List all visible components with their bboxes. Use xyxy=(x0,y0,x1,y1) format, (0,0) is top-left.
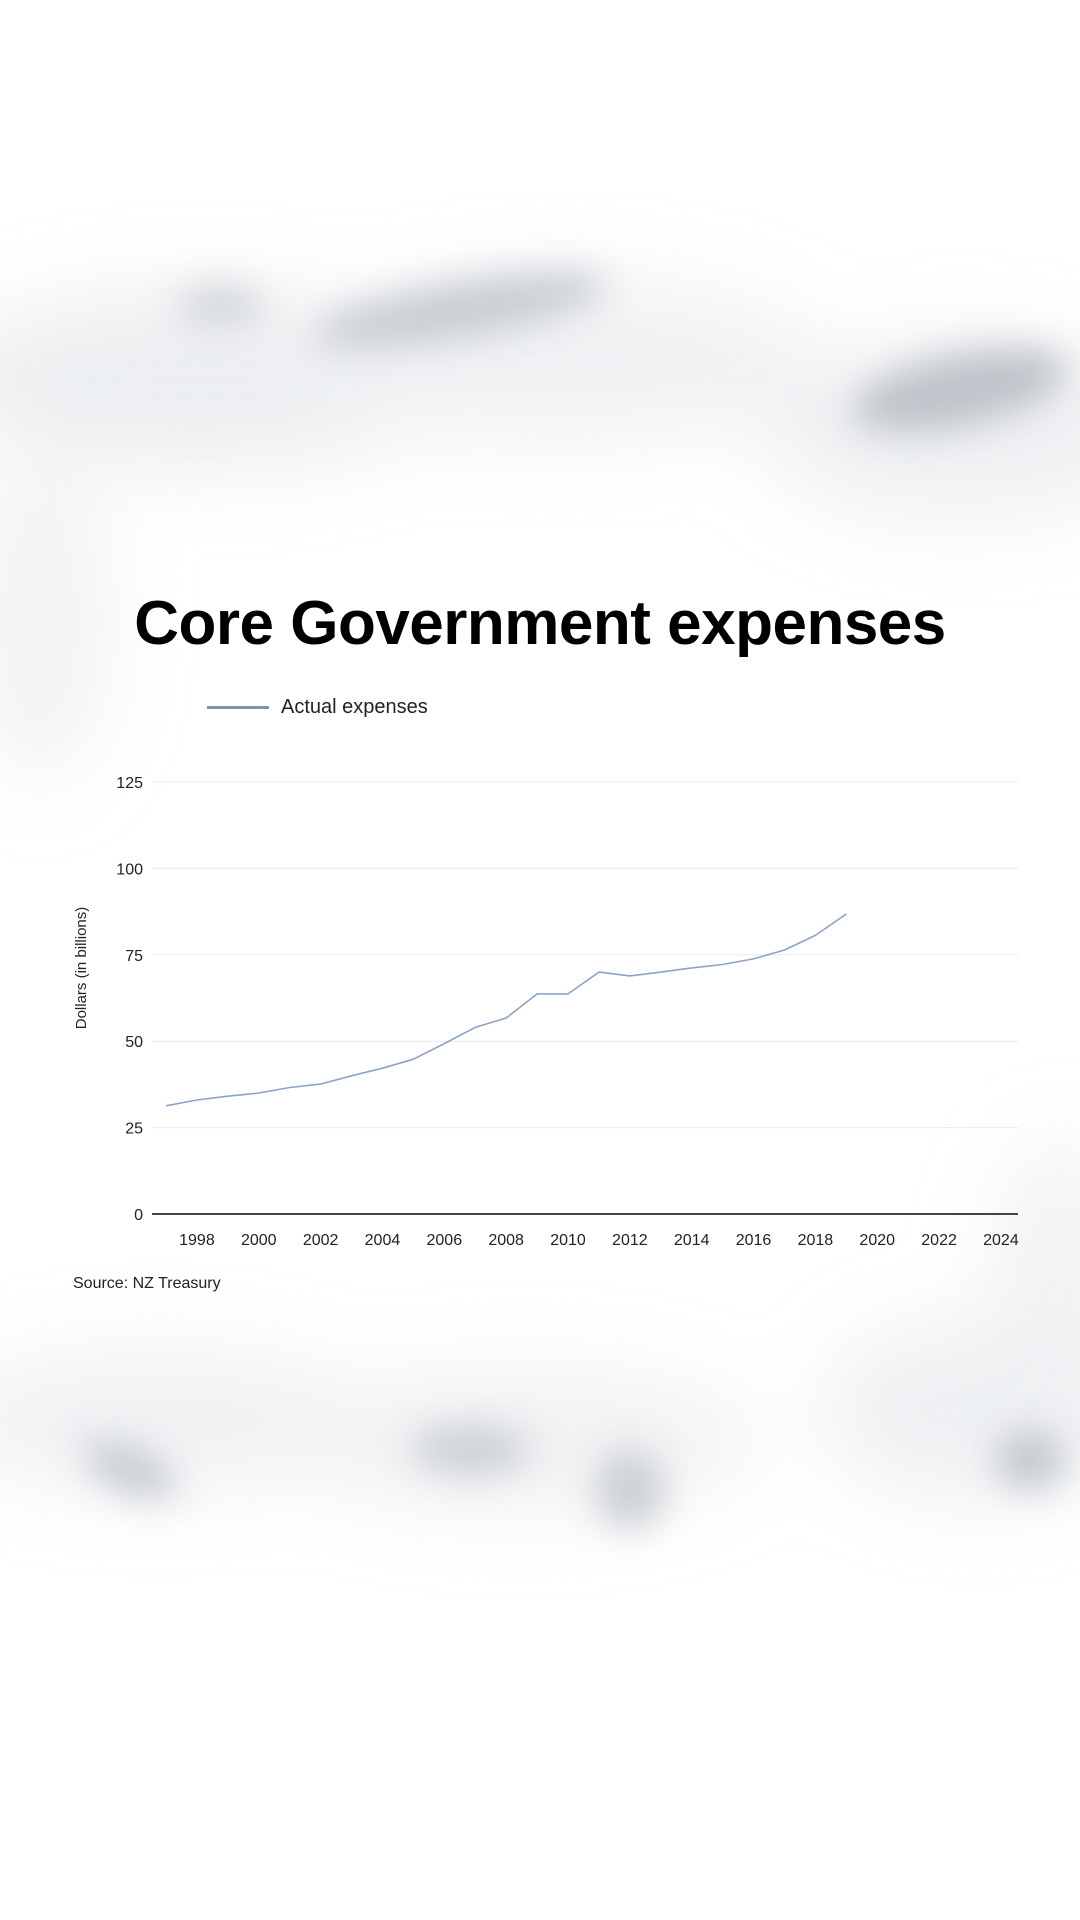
x-tick-label: 2012 xyxy=(612,1232,648,1249)
x-tick-label: 1998 xyxy=(179,1232,215,1249)
y-axis-title: Dollars (in billions) xyxy=(73,907,90,1030)
x-tick-label: 2006 xyxy=(427,1232,463,1249)
y-tick-label: 100 xyxy=(116,861,143,878)
x-tick-label: 2000 xyxy=(241,1232,277,1249)
y-tick-label: 125 xyxy=(116,775,143,792)
source-note: Source: NZ Treasury xyxy=(73,1275,221,1292)
x-tick-label: 2010 xyxy=(550,1232,586,1249)
y-tick-label: 50 xyxy=(125,1034,143,1051)
x-tick-label: 2022 xyxy=(921,1232,957,1249)
x-tick-label: 2004 xyxy=(365,1232,401,1249)
x-tick-label: 2018 xyxy=(798,1232,834,1249)
x-tick-label: 2016 xyxy=(736,1232,772,1249)
x-tick-label: 2024 xyxy=(983,1232,1019,1249)
y-tick-label: 0 xyxy=(134,1207,143,1224)
x-tick-label: 2014 xyxy=(674,1232,710,1249)
chart-legend: Actual expenses xyxy=(207,694,428,720)
series-line-actual-expenses xyxy=(165,913,847,1107)
x-tick-label: 2020 xyxy=(859,1232,895,1249)
x-tick-label: 2002 xyxy=(303,1232,339,1249)
page-title: Core Government expenses xyxy=(134,589,946,658)
legend-label-actual-expenses: Actual expenses xyxy=(281,695,428,718)
y-tick-label: 25 xyxy=(125,1121,143,1138)
legend-swatch-actual-expenses xyxy=(207,705,269,709)
x-tick-label: 2008 xyxy=(488,1232,524,1249)
y-tick-label: 75 xyxy=(125,948,143,965)
